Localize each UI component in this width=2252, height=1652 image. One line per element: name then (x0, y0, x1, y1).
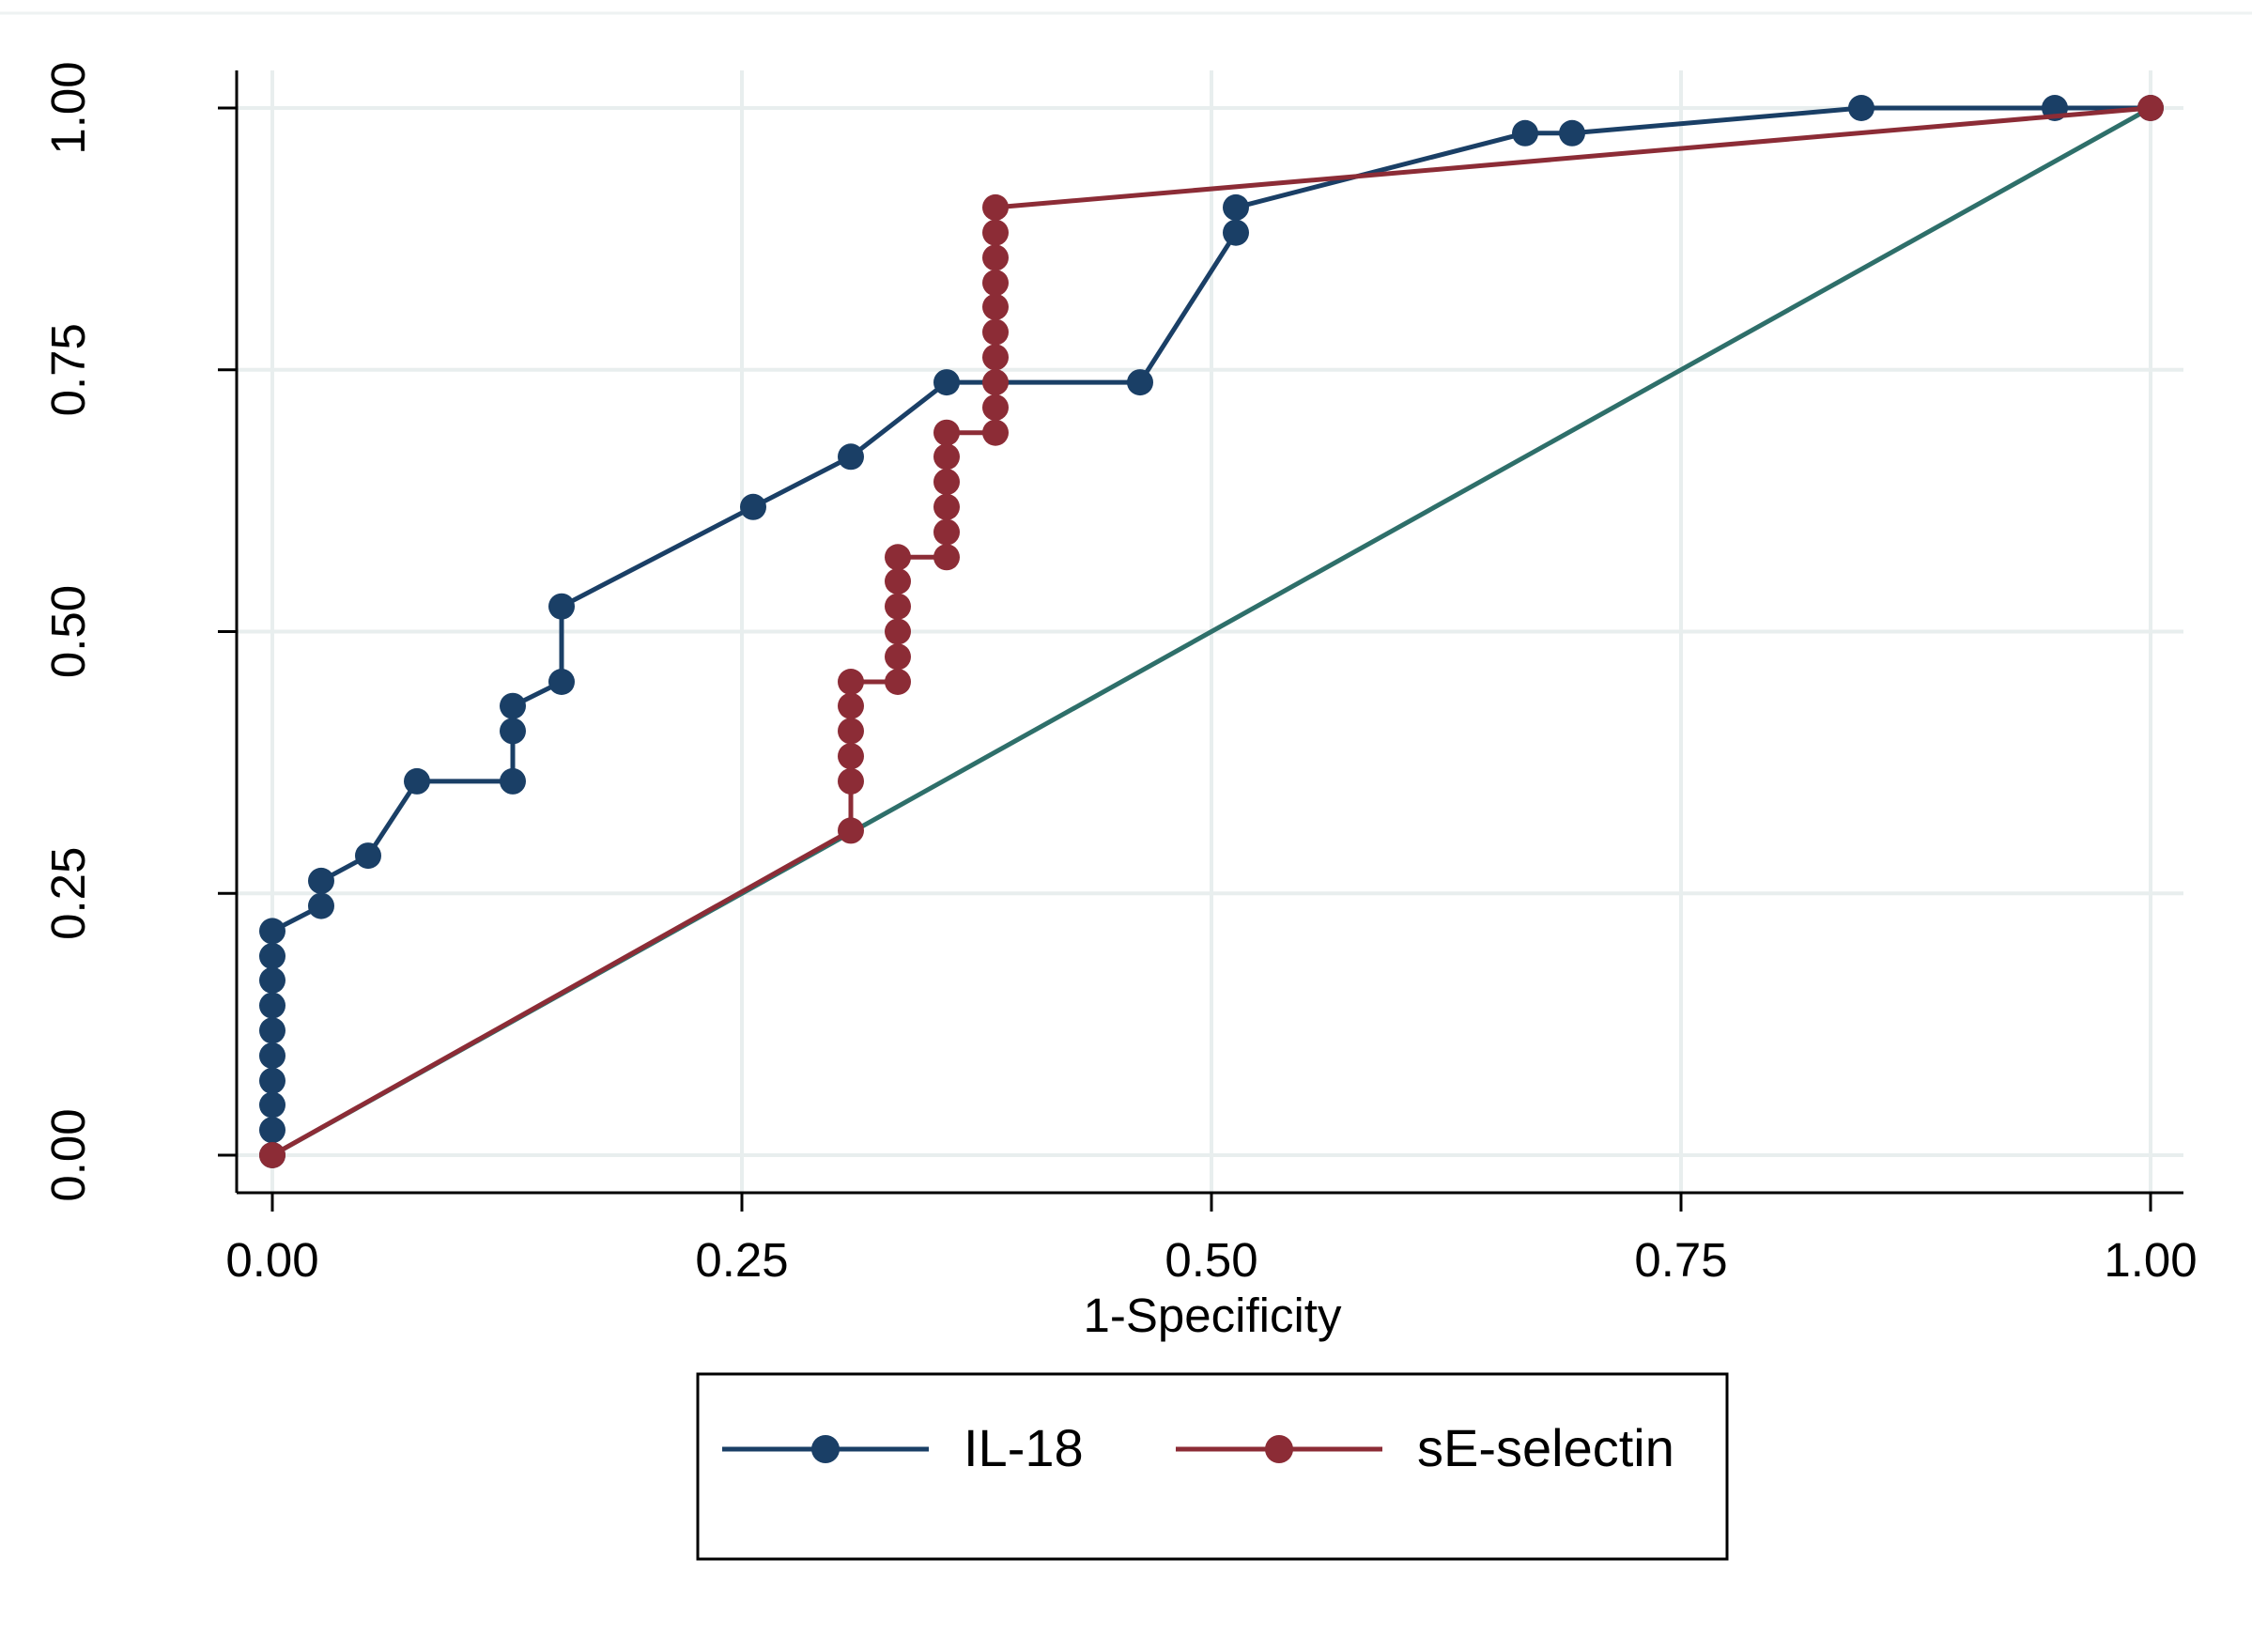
data-point-se-selectin (933, 469, 960, 496)
data-point-se-selectin (838, 817, 864, 844)
series-se-selectin (259, 95, 2164, 1168)
data-point-il-18 (500, 767, 526, 795)
data-point-se-selectin (838, 767, 864, 795)
data-point-il-18 (355, 842, 381, 870)
y-tick-label: 0.50 (41, 585, 95, 678)
data-point-il-18 (259, 1042, 285, 1070)
data-point-se-selectin (885, 593, 911, 620)
data-point-il-18 (1127, 369, 1153, 396)
x-tick-label: 0.50 (1165, 1233, 1257, 1287)
data-point-se-selectin (2137, 95, 2164, 121)
data-point-se-selectin (982, 219, 1009, 246)
legend: IL-18 sE-selectin (696, 1372, 1729, 1561)
data-point-se-selectin (885, 544, 911, 571)
data-point-se-selectin (933, 518, 960, 546)
data-point-il-18 (548, 669, 575, 695)
data-point-se-selectin (933, 443, 960, 471)
data-point-il-18 (404, 767, 430, 795)
data-point-se-selectin (982, 244, 1009, 271)
data-point-il-18 (259, 966, 285, 994)
legend-se-selectin-label: sE-selectin (1417, 1418, 1674, 1477)
x-tick-label: 1.00 (2104, 1233, 2197, 1287)
data-point-il-18 (933, 369, 960, 396)
y-tick-label: 0.75 (41, 323, 95, 416)
data-point-il-18 (259, 1067, 285, 1094)
x-tick-label: 0.00 (225, 1233, 318, 1287)
data-point-il-18 (259, 1117, 285, 1144)
y-tick-label: 0.25 (41, 847, 95, 940)
legend-il18-label: IL-18 (964, 1418, 1084, 1477)
data-point-il-18 (259, 918, 285, 945)
data-point-se-selectin (933, 544, 960, 571)
data-point-il-18 (1559, 119, 1585, 147)
data-point-se-selectin (982, 270, 1009, 297)
series-il-18 (259, 95, 2164, 1168)
legend-se-selectin-marker (1265, 1435, 1293, 1463)
data-point-il-18 (259, 992, 285, 1019)
data-point-il-18 (1848, 95, 1874, 121)
data-point-se-selectin (982, 394, 1009, 421)
data-point-se-selectin (885, 568, 911, 594)
data-point-se-selectin (982, 318, 1009, 346)
data-point-il-18 (1512, 119, 1538, 147)
data-point-se-selectin (838, 743, 864, 770)
data-point-se-selectin (982, 344, 1009, 371)
data-point-se-selectin (838, 718, 864, 745)
x-tick-label: 0.25 (695, 1233, 788, 1287)
data-point-se-selectin (838, 669, 864, 695)
data-point-il-18 (259, 943, 285, 970)
series-layer (259, 95, 2164, 1168)
data-point-se-selectin (933, 419, 960, 446)
data-point-se-selectin (885, 643, 911, 671)
data-point-il-18 (1223, 219, 1249, 246)
data-point-se-selectin (259, 1142, 285, 1168)
data-point-se-selectin (885, 669, 911, 695)
data-point-il-18 (308, 867, 334, 894)
x-axis-title: 1-Specificity (1084, 1289, 1342, 1342)
data-point-se-selectin (982, 193, 1009, 221)
legend-il18-marker (811, 1435, 840, 1463)
data-point-se-selectin (982, 293, 1009, 320)
data-point-il-18 (259, 1091, 285, 1119)
data-point-il-18 (259, 1017, 285, 1044)
data-point-il-18 (500, 692, 526, 719)
data-point-il-18 (740, 493, 766, 520)
data-point-se-selectin (982, 419, 1009, 446)
data-point-il-18 (1223, 193, 1249, 221)
y-tick-label: 1.00 (41, 61, 95, 154)
y-tick-label: 0.00 (41, 1108, 95, 1201)
axes-layer: 0.00 0.25 0.50 0.75 1.00 0.00 0.25 0.50 0.75 1.00 (41, 61, 2198, 1287)
legend-box (696, 1372, 1729, 1561)
x-tick-label: 0.75 (1634, 1233, 1727, 1287)
data-point-il-18 (838, 443, 864, 471)
data-point-se-selectin (933, 493, 960, 520)
data-point-il-18 (548, 593, 575, 620)
data-point-il-18 (308, 892, 334, 919)
data-point-se-selectin (838, 692, 864, 719)
data-point-il-18 (500, 718, 526, 745)
data-point-se-selectin (885, 618, 911, 645)
data-point-se-selectin (982, 369, 1009, 396)
